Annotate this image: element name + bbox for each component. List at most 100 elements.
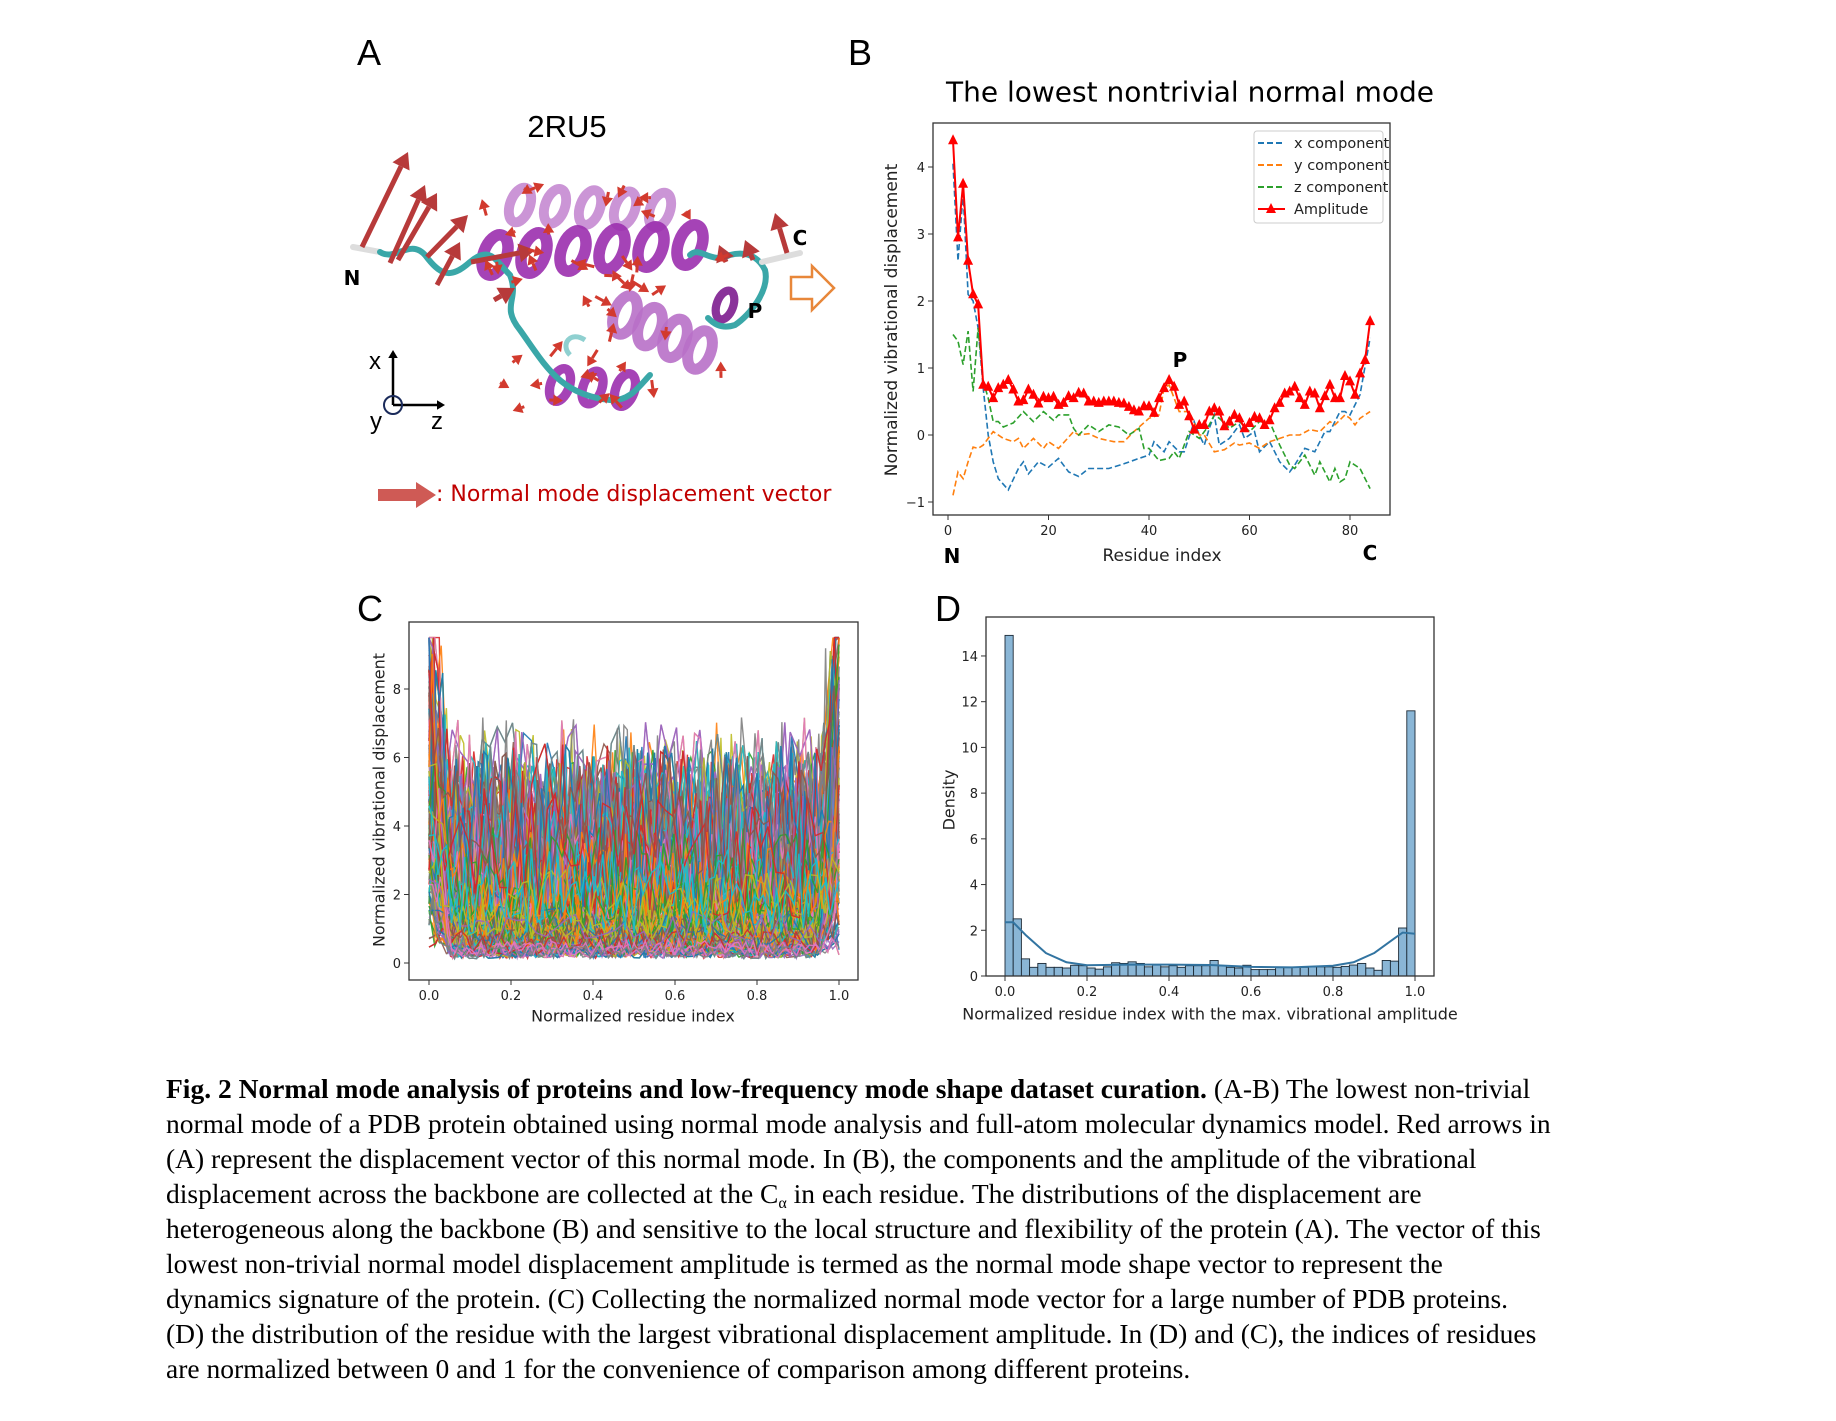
- displacement-arrow: [425, 224, 459, 259]
- y-tick-label: 12: [961, 696, 978, 711]
- displacement-arrow: [539, 381, 543, 386]
- amplitude-marker: [1264, 414, 1275, 425]
- chart-b-title: The lowest nontrivial normal mode: [946, 75, 1434, 109]
- caption-line: (A) represent the displacement vector of…: [166, 1143, 1477, 1174]
- amplitude-marker: [1179, 395, 1190, 406]
- amplitude-marker: [1169, 380, 1180, 391]
- amplitude-marker: [1048, 390, 1059, 401]
- x-tick-label: 0.6: [1241, 985, 1262, 1000]
- displacement-arrow: [549, 347, 558, 358]
- displacement-arrow: [531, 262, 538, 272]
- histogram-bar: [1316, 966, 1326, 977]
- amplitude-marker: [993, 382, 1004, 393]
- histogram-bar: [1283, 966, 1293, 977]
- helix-ribbon: [632, 221, 670, 273]
- axis-y-label: y: [370, 408, 382, 435]
- displacement-arrow-head: [409, 185, 428, 204]
- displacement-arrow-head: [714, 251, 726, 263]
- chart-b-legend: x component y component z component Amplitu…: [1253, 130, 1390, 224]
- displacement-arrow: [640, 198, 644, 202]
- displacement-arrow-head: [606, 323, 618, 334]
- histogram-bar: [1389, 960, 1400, 977]
- displacement-arrow-head: [521, 183, 533, 194]
- histogram-bar: [1070, 964, 1080, 977]
- amplitude-marker: [1224, 415, 1235, 426]
- amplitude-marker: [1068, 392, 1079, 403]
- histogram-bar: [1381, 960, 1391, 977]
- histogram-bar: [1258, 969, 1268, 977]
- amplitude-marker: [983, 380, 994, 391]
- histogram-bar: [1143, 966, 1154, 977]
- displacement-arrow-head: [598, 393, 610, 404]
- displacement-arrow-head: [582, 295, 593, 307]
- x-tick-label: 1.0: [829, 989, 850, 1004]
- histogram-bar: [1225, 966, 1236, 977]
- panel-label-d: D: [935, 588, 961, 629]
- displacement-arrow: [598, 398, 604, 404]
- legend-arrow-head-icon: [416, 482, 436, 508]
- displacement-arrow-head: [533, 182, 545, 194]
- amplitude-marker: [1189, 423, 1200, 434]
- histogram-bar: [1102, 966, 1113, 977]
- histogram-bar: [1250, 969, 1260, 977]
- amplitude-marker: [1274, 396, 1285, 407]
- displacement-arrow-head: [517, 243, 535, 263]
- amplitude-marker: [1244, 416, 1255, 427]
- helix-ribbon: [671, 219, 709, 271]
- histogram-bar: [1348, 964, 1359, 977]
- amplitude-marker: [1118, 397, 1129, 408]
- y-tick-label: 14: [961, 650, 978, 665]
- amplitude-marker: [1234, 412, 1245, 423]
- histogram-bar: [1209, 960, 1219, 977]
- caption-title: Fig. 2 Normal mode analysis of proteins …: [166, 1073, 1207, 1104]
- coil-backbone: [687, 249, 769, 330]
- amplitude-marker: [1289, 380, 1300, 391]
- displacement-arrow-head: [680, 208, 691, 221]
- histogram-bar: [1406, 710, 1416, 977]
- caption-line: are normalized between 0 and 1 for the c…: [166, 1353, 1191, 1384]
- displacement-arrow: [621, 184, 626, 190]
- displacement-arrow: [510, 280, 515, 284]
- x-tick-label: 0.8: [747, 989, 768, 1004]
- plot-frame: [408, 621, 859, 981]
- amplitude-marker: [1028, 388, 1039, 399]
- displacement-arrow: [359, 165, 404, 249]
- displacement-arrow: [470, 250, 520, 265]
- amplitude-marker: [1159, 382, 1170, 393]
- c-terminus-label: C: [792, 226, 808, 250]
- displacement-arrow-head: [715, 361, 727, 372]
- panel-label-b: B: [848, 32, 873, 73]
- displacement-arrow-head: [527, 254, 539, 266]
- series-line: [428, 685, 840, 910]
- amplitude-marker: [1209, 402, 1220, 413]
- displacement-arrow: [630, 274, 635, 283]
- histogram-bar: [1061, 967, 1072, 977]
- x-tick-label: 0.2: [501, 989, 522, 1004]
- displacement-arrow-head: [553, 394, 563, 406]
- caption-line: dynamics signature of the protein. (C) C…: [166, 1283, 1509, 1314]
- series-line: [428, 831, 840, 961]
- displacement-arrow: [631, 280, 642, 289]
- axis-x-label: x: [369, 348, 381, 375]
- amplitude-marker: [968, 288, 979, 299]
- histogram-bar: [1037, 962, 1047, 977]
- histogram-bar: [1086, 967, 1096, 977]
- caption-line: Fig. 2 Normal mode analysis of proteins …: [166, 1075, 1530, 1103]
- helix-ribbon: [538, 184, 572, 229]
- amplitude-marker: [1018, 394, 1029, 405]
- displacement-arrow-head: [498, 378, 510, 389]
- histogram-bar: [1299, 966, 1309, 977]
- histogram-bar: [1373, 969, 1383, 977]
- displacement-arrow-head: [617, 186, 628, 198]
- series-line-x-component: [952, 163, 1371, 492]
- y-tick-label: 4: [917, 161, 925, 176]
- displacement-vector-legend-text: : Normal mode displacement vector: [436, 482, 832, 507]
- histogram-bar: [1266, 969, 1277, 977]
- histogram-bar: [1340, 965, 1350, 977]
- amplitude-marker: [948, 134, 959, 145]
- displacement-arrow: [511, 359, 516, 364]
- x-tick-label: 80: [1342, 524, 1359, 539]
- series-line-z-component: [952, 327, 1371, 489]
- displacement-arrow-head: [620, 279, 632, 290]
- amplitude-marker: [1219, 420, 1230, 431]
